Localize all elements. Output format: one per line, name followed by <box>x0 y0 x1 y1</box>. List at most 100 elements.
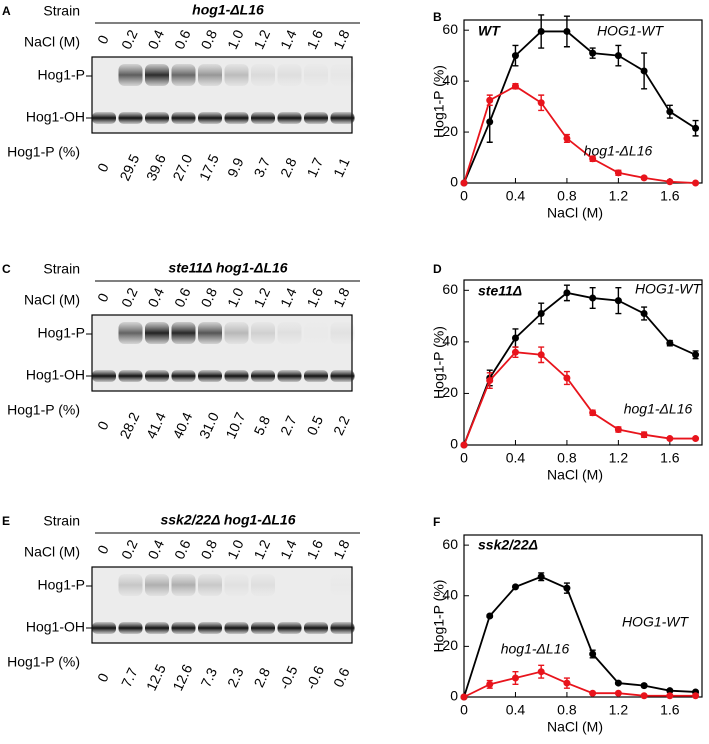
band-oh <box>304 112 328 124</box>
panel-letter: E <box>2 514 10 528</box>
band-oh <box>145 370 169 382</box>
quant-value: 29.5 <box>116 152 142 184</box>
nacl-value: 1.0 <box>224 27 247 52</box>
band-oh <box>224 622 249 634</box>
quant-value: 28.2 <box>116 410 142 442</box>
quant-value: 7.3 <box>197 665 220 690</box>
data-point <box>692 435 700 443</box>
x-axis-label: NaCl (M) <box>547 719 603 735</box>
quant-value: 0 <box>94 418 112 432</box>
band-oh <box>171 622 196 634</box>
band-p <box>304 64 328 86</box>
quant-label: Hog1-P (%) <box>7 654 80 670</box>
band-oh <box>92 622 116 634</box>
band-p <box>224 322 249 344</box>
band-label: Hog1-OH <box>26 109 85 125</box>
x-tick-label: 1.6 <box>660 450 680 466</box>
quant-value: 40.4 <box>169 410 195 442</box>
band-oh <box>198 622 222 634</box>
band-p <box>198 574 222 596</box>
quant-value: 7.7 <box>118 665 141 690</box>
quant-value: 2.7 <box>277 413 300 438</box>
band-p <box>118 574 143 596</box>
quant-value: 0.6 <box>330 665 353 690</box>
quant-value: 2.8 <box>277 155 300 180</box>
quant-label: Hog1-P (%) <box>7 144 80 160</box>
data-point <box>640 692 648 700</box>
data-point <box>486 680 494 688</box>
band-oh <box>92 370 116 382</box>
band-oh <box>251 112 275 124</box>
data-point <box>537 99 545 107</box>
band-label: Hog1-P <box>38 577 85 593</box>
band-oh <box>304 622 328 634</box>
data-point <box>666 692 674 700</box>
series-label: hog1-ΔL16 <box>584 143 653 159</box>
data-point <box>486 377 494 385</box>
data-point <box>589 49 597 57</box>
data-point <box>486 96 494 104</box>
series-line <box>463 670 696 698</box>
band-oh <box>251 370 275 382</box>
data-point <box>666 687 674 695</box>
data-point <box>589 294 597 302</box>
band-oh <box>330 622 355 634</box>
data-point <box>589 650 597 658</box>
quant-value: 17.5 <box>196 152 222 184</box>
data-point <box>640 67 648 75</box>
quant-value: -0.5 <box>276 663 301 692</box>
quant-value: 0 <box>94 160 112 174</box>
nacl-value: 0.4 <box>144 285 167 310</box>
nacl-value: 0.6 <box>171 27 194 52</box>
quant-value: 0 <box>94 670 112 684</box>
data-point <box>589 155 597 163</box>
band-oh <box>198 112 222 124</box>
quant-label: Hog1-P (%) <box>7 402 80 418</box>
data-point <box>640 431 648 439</box>
quant-value: -0.6 <box>302 663 327 692</box>
data-point <box>614 679 622 687</box>
x-tick-label: 0.8 <box>557 188 577 204</box>
series-line <box>463 291 696 446</box>
band-oh <box>118 370 143 382</box>
series-line <box>463 85 696 184</box>
quant-value: 2.2 <box>330 413 353 438</box>
data-point <box>692 692 700 700</box>
plot-frame <box>463 279 703 446</box>
panel-letter: F <box>433 515 440 529</box>
y-tick-label: 20 <box>442 123 458 139</box>
quant-value: 10.7 <box>222 410 248 442</box>
data-point <box>563 374 571 382</box>
data-point <box>511 334 519 342</box>
nacl-value: 0.8 <box>197 537 220 562</box>
band-label: Hog1-OH <box>26 619 85 635</box>
nacl-value: 1.4 <box>277 285 300 310</box>
data-point <box>692 124 700 132</box>
data-point <box>563 27 571 35</box>
band-p <box>251 64 275 86</box>
plot-frame <box>463 19 703 184</box>
band-p <box>251 322 275 344</box>
data-point <box>563 289 571 297</box>
series-label: HOG1-WT <box>597 23 665 39</box>
x-tick-label: 1.2 <box>609 702 629 718</box>
quant-value: 27.0 <box>169 152 195 184</box>
x-tick-label: 0 <box>460 450 468 466</box>
condition-label: WT <box>478 23 501 39</box>
band-p <box>277 64 302 86</box>
band-label: Hog1-OH <box>26 367 85 383</box>
data-point <box>511 82 519 90</box>
data-point <box>589 409 597 417</box>
strain: ssk2/22Δ hog1-ΔL16 <box>160 512 295 528</box>
nacl-value: 1.6 <box>303 285 326 310</box>
y-axis-label: Hog1-P (%) <box>431 65 447 138</box>
data-point <box>614 297 622 305</box>
nacl-label: NaCl (M) <box>24 292 80 308</box>
quant-value: 2.8 <box>250 665 273 690</box>
band-oh <box>330 112 355 124</box>
data-point <box>563 134 571 142</box>
x-tick-label: 0 <box>460 188 468 204</box>
y-tick-label: 0 <box>450 688 458 704</box>
data-point <box>640 682 648 690</box>
